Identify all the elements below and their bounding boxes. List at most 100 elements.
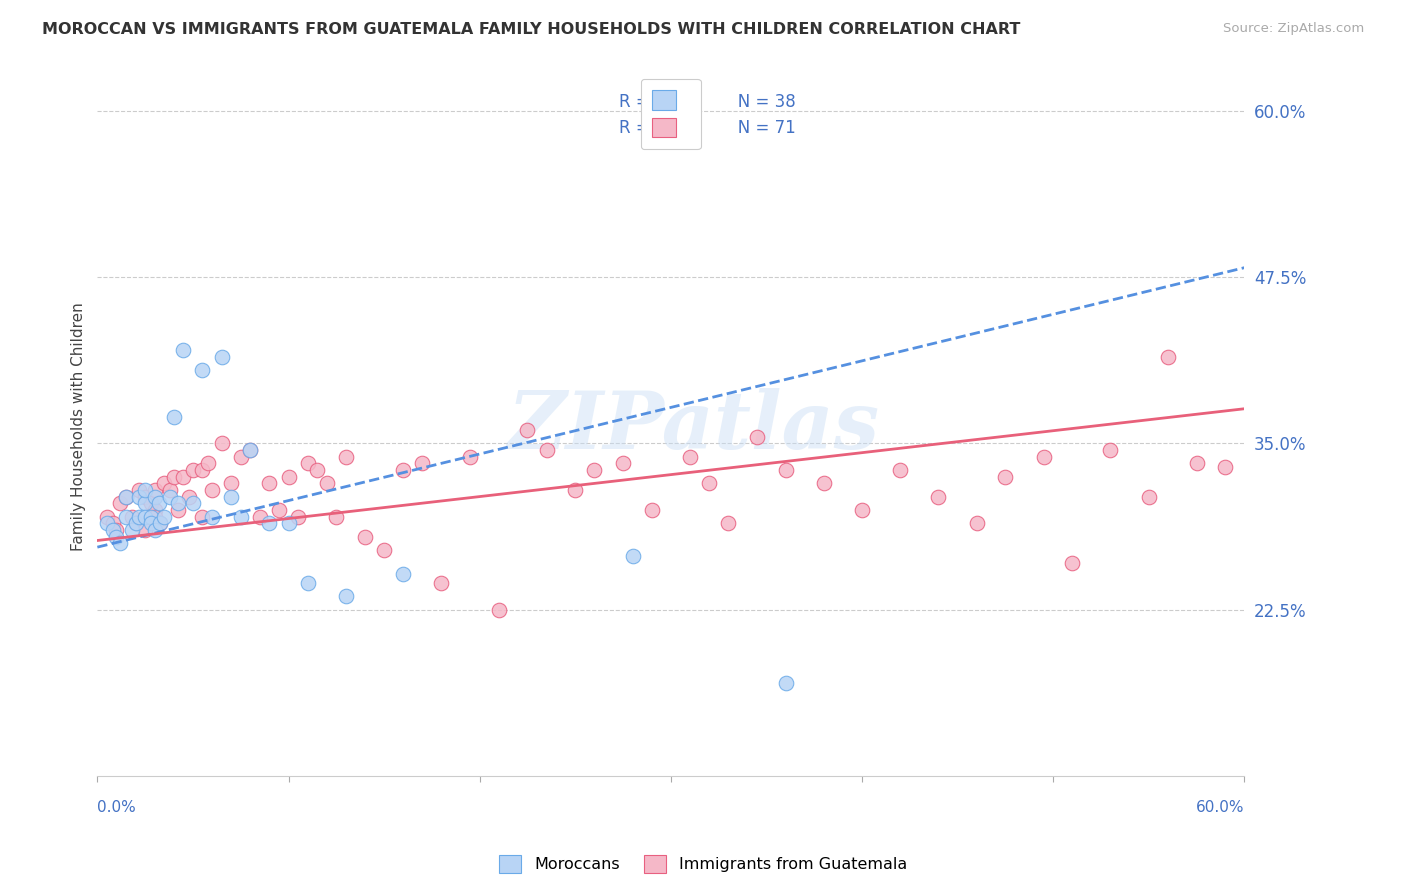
Point <box>191 463 214 477</box>
Point <box>159 490 181 504</box>
Point <box>1062 556 1084 570</box>
Point <box>139 509 162 524</box>
Point <box>621 549 644 564</box>
Point <box>172 343 194 358</box>
Point <box>239 442 262 457</box>
Point <box>219 490 242 504</box>
Legend: , : , <box>641 78 700 149</box>
Point <box>966 516 988 531</box>
Point <box>197 456 219 470</box>
Text: N = 71: N = 71 <box>723 120 796 137</box>
Point <box>134 483 156 497</box>
Point <box>994 469 1017 483</box>
Point <box>697 476 720 491</box>
Point <box>488 603 510 617</box>
Point <box>139 496 162 510</box>
Point <box>277 516 299 531</box>
Point <box>96 516 118 531</box>
Point <box>177 490 200 504</box>
Point <box>745 430 768 444</box>
Point <box>124 516 146 531</box>
Text: 60.0%: 60.0% <box>1195 800 1244 815</box>
Point <box>163 469 186 483</box>
Point <box>641 503 664 517</box>
Point <box>143 503 166 517</box>
Y-axis label: Family Households with Children: Family Households with Children <box>72 302 86 551</box>
Point <box>325 509 347 524</box>
Point <box>536 442 558 457</box>
Point <box>239 442 262 457</box>
Point <box>927 490 949 504</box>
Point <box>1185 456 1208 470</box>
Point <box>128 509 150 524</box>
Point <box>335 450 357 464</box>
Point <box>1213 460 1236 475</box>
Point <box>191 509 214 524</box>
Point <box>115 490 138 504</box>
Point <box>163 409 186 424</box>
Point <box>143 483 166 497</box>
Point <box>115 509 138 524</box>
Point <box>717 516 740 531</box>
Point <box>411 456 433 470</box>
Point <box>583 463 606 477</box>
Point <box>775 463 797 477</box>
Point <box>134 496 156 510</box>
Point <box>105 523 128 537</box>
Point <box>143 523 166 537</box>
Point <box>121 509 143 524</box>
Point <box>315 476 337 491</box>
Point <box>134 523 156 537</box>
Point <box>181 496 204 510</box>
Point <box>229 509 252 524</box>
Point <box>775 676 797 690</box>
Point <box>143 509 166 524</box>
Point <box>267 503 290 517</box>
Point <box>259 476 281 491</box>
Point <box>1157 350 1180 364</box>
Point <box>121 523 143 537</box>
Point <box>277 469 299 483</box>
Point <box>851 503 873 517</box>
Point <box>149 516 172 531</box>
Point <box>1099 442 1122 457</box>
Point <box>335 590 357 604</box>
Point <box>191 363 214 377</box>
Text: R = 0.252: R = 0.252 <box>619 120 703 137</box>
Point <box>96 509 118 524</box>
Point <box>287 509 309 524</box>
Point <box>101 516 124 531</box>
Point <box>153 476 176 491</box>
Point <box>229 450 252 464</box>
Point <box>159 483 181 497</box>
Point <box>166 503 188 517</box>
Point <box>307 463 329 477</box>
Point <box>128 483 150 497</box>
Legend: Moroccans, Immigrants from Guatemala: Moroccans, Immigrants from Guatemala <box>492 848 914 880</box>
Point <box>297 576 319 591</box>
Point <box>1032 450 1054 464</box>
Text: N = 38: N = 38 <box>723 93 796 111</box>
Point <box>110 536 132 550</box>
Point <box>143 490 166 504</box>
Point <box>153 509 176 524</box>
Point <box>115 490 138 504</box>
Text: 0.0%: 0.0% <box>97 800 136 815</box>
Point <box>392 566 415 581</box>
Point <box>813 476 835 491</box>
Text: MOROCCAN VS IMMIGRANTS FROM GUATEMALA FAMILY HOUSEHOLDS WITH CHILDREN CORRELATIO: MOROCCAN VS IMMIGRANTS FROM GUATEMALA FA… <box>42 22 1021 37</box>
Point <box>373 542 395 557</box>
Text: Source: ZipAtlas.com: Source: ZipAtlas.com <box>1223 22 1364 36</box>
Point <box>679 450 702 464</box>
Point <box>430 576 453 591</box>
Point <box>134 509 156 524</box>
Point <box>211 350 233 364</box>
Point <box>458 450 481 464</box>
Point <box>354 529 377 543</box>
Text: ZIPatlas: ZIPatlas <box>508 388 880 466</box>
Point <box>134 490 156 504</box>
Point <box>128 490 150 504</box>
Text: R = 0.238: R = 0.238 <box>619 93 703 111</box>
Point <box>249 509 271 524</box>
Point <box>124 516 146 531</box>
